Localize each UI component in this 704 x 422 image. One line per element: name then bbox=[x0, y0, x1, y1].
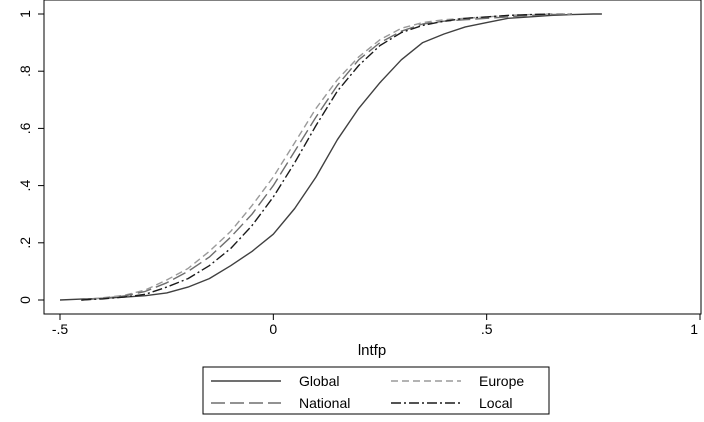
plot-frame bbox=[43, 0, 702, 315]
x-tick-label: .5 bbox=[481, 321, 493, 337]
x-axis: -.5 0 .5 1 bbox=[52, 314, 701, 337]
y-tick-label: .2 bbox=[17, 237, 33, 249]
legend-label-national: National bbox=[299, 395, 350, 411]
legend: Global Europe National Local bbox=[202, 366, 550, 415]
y-tick-label: .8 bbox=[17, 65, 33, 77]
legend-label-local: Local bbox=[479, 395, 512, 411]
x-tick-label: -.5 bbox=[52, 321, 69, 337]
series-lines bbox=[59, 13, 602, 301]
series-line-global bbox=[59, 13, 602, 301]
series-line-local bbox=[81, 13, 551, 301]
y-tick-label: .4 bbox=[17, 180, 33, 192]
x-tick-label: 1 bbox=[690, 321, 698, 337]
x-tick-label: 0 bbox=[269, 321, 277, 337]
legend-label-europe: Europe bbox=[479, 373, 524, 389]
y-tick-label: .6 bbox=[17, 122, 33, 134]
legend-label-global: Global bbox=[299, 373, 339, 389]
x-axis-label: lntfp bbox=[358, 342, 386, 359]
legend-box bbox=[202, 366, 550, 415]
series-line-national bbox=[81, 13, 573, 301]
y-tick-label: 1 bbox=[17, 10, 33, 18]
y-tick-label: 0 bbox=[17, 296, 33, 304]
y-axis: 0 .2 .4 .6 .8 1 bbox=[17, 10, 44, 304]
